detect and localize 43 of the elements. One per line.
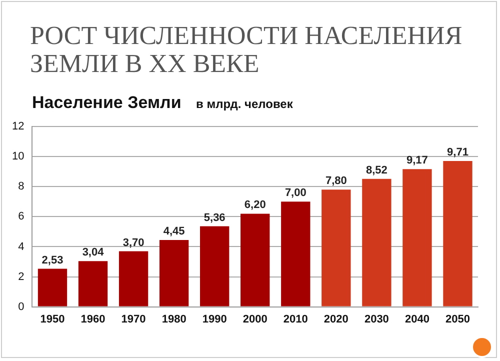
bar (240, 214, 270, 306)
bar (118, 251, 148, 306)
bar (443, 160, 472, 306)
y-tick-label: 12 (12, 120, 24, 133)
bar (200, 226, 230, 306)
x-tick-label: 2010 (283, 313, 308, 326)
data-label: 8,52 (366, 164, 388, 176)
bar (281, 202, 310, 306)
x-tick-label: 1960 (80, 313, 106, 326)
bar (402, 169, 432, 306)
x-tick-label: 2050 (445, 313, 470, 326)
chart-subtitle: Население Земли (32, 93, 182, 113)
y-tick-label: 10 (12, 150, 24, 163)
data-label: 4,45 (163, 226, 185, 238)
x-tick-label: 2000 (242, 313, 268, 326)
y-tick-label: 4 (18, 240, 24, 253)
bar (362, 178, 392, 306)
data-label: 9,71 (447, 146, 468, 159)
y-tick-label: 6 (18, 210, 24, 223)
y-tick-label: 8 (18, 180, 24, 193)
x-tick-label: 1970 (121, 313, 146, 326)
x-tick-label: 1950 (40, 313, 65, 326)
y-tick-label: 0 (18, 300, 24, 313)
data-label: 2,53 (42, 254, 64, 266)
data-label: 7,00 (284, 187, 306, 200)
y-axis-title: в млрд. человек (196, 97, 293, 111)
x-tick-label: 1980 (162, 313, 186, 326)
x-tick-label: 1990 (202, 313, 227, 326)
y-tick-label: 2 (18, 270, 24, 283)
bar (78, 261, 108, 306)
data-label: 9,17 (406, 154, 428, 167)
bar (38, 268, 68, 306)
bar (322, 190, 351, 306)
chart-title: РОСТ ЧИСЛЕННОСТИ НАСЕЛЕНИЯ ЗЕМЛИ В XX ВЕКЕ (30, 21, 464, 78)
data-label: 3,70 (122, 236, 144, 249)
data-label: 3,04 (82, 246, 105, 259)
data-label: 5,36 (204, 212, 226, 224)
x-tick-label: 2030 (364, 313, 389, 326)
data-label: 7,80 (325, 175, 347, 188)
data-label: 6,20 (244, 199, 266, 212)
x-tick-label: 2040 (404, 313, 430, 326)
bar (159, 240, 189, 306)
x-tick-label: 2020 (324, 313, 348, 326)
